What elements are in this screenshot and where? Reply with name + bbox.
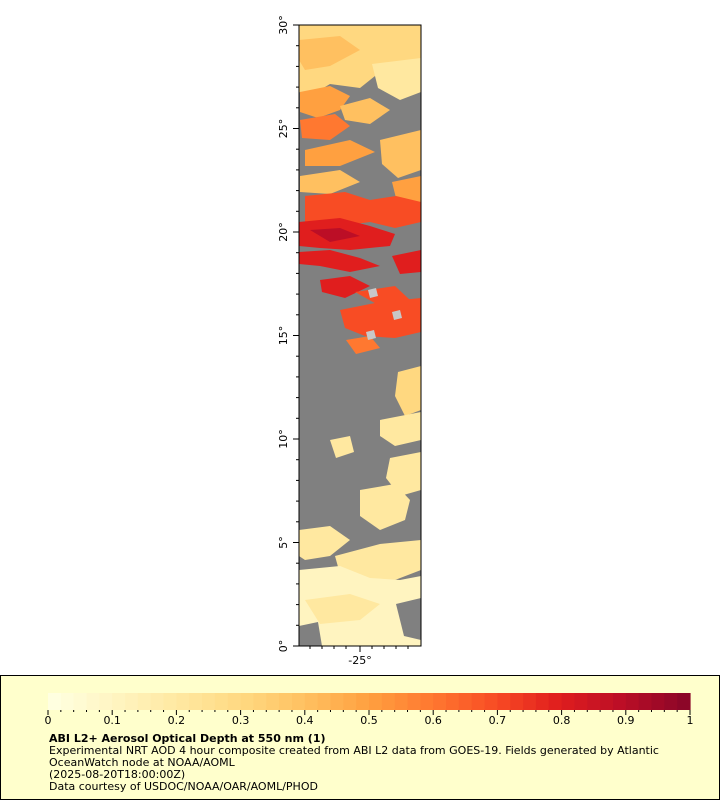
longitude-axis: -25° bbox=[309, 646, 409, 667]
colorbar-tick-label: 0.7 bbox=[489, 714, 507, 727]
colorbar-segment bbox=[497, 693, 511, 710]
colorbar-segment bbox=[600, 693, 614, 710]
colorbar-segment bbox=[407, 693, 421, 710]
legend-credit: Data courtesy of USDOC/NOAA/OAR/AOML/PHO… bbox=[49, 780, 318, 793]
colorbar-segment bbox=[458, 693, 473, 710]
legend-timestamp: (2025-08-20T18:00:00Z) bbox=[49, 768, 186, 781]
colorbar-segment bbox=[125, 693, 139, 710]
colorbar-segment bbox=[112, 693, 126, 710]
colorbar-segment bbox=[343, 693, 357, 710]
colorbar-segment bbox=[356, 693, 370, 710]
colorbar-segment bbox=[99, 693, 113, 710]
aod-field bbox=[299, 25, 421, 646]
colorbar-segment bbox=[420, 693, 434, 710]
colorbar-segment bbox=[279, 693, 293, 710]
colorbar-segment bbox=[587, 693, 601, 710]
colorbar-tick-label: 0.6 bbox=[424, 714, 442, 727]
colorbar-tick-label: 0.1 bbox=[103, 714, 121, 727]
legend-panel: 0 0.1 0.2 0.3 0.4 0.5 0.6 0.7 0.8 0.9 1 ABI L2+ Ae… bbox=[0, 675, 720, 800]
aod-map: 0° 5° 10° 15° 20° 25° 30° -25° bbox=[277, 15, 422, 667]
colorbar-segment bbox=[304, 693, 319, 710]
colorbar-tick-label: 0.8 bbox=[553, 714, 571, 727]
colorbar-tick-label: 1 bbox=[687, 714, 694, 727]
colorbar-segment bbox=[86, 693, 100, 710]
colorbar: 0 0.1 0.2 0.3 0.4 0.5 0.6 0.7 0.8 0.9 1 bbox=[45, 693, 694, 727]
legend-description: Experimental NRT AOD 4 hour composite cr… bbox=[49, 744, 659, 769]
lat-tick-label: 30° bbox=[277, 15, 290, 35]
colorbar-tick-label: 0.3 bbox=[232, 714, 250, 727]
colorbar-segment bbox=[394, 693, 409, 710]
colorbar-segment bbox=[638, 693, 653, 710]
lat-tick-label: 20° bbox=[277, 222, 290, 242]
colorbar-segment bbox=[471, 693, 486, 710]
colorbar-segment bbox=[664, 693, 678, 710]
colorbar-segment bbox=[176, 693, 190, 710]
colorbar-segment bbox=[561, 693, 576, 710]
colorbar-segment bbox=[60, 693, 75, 710]
colorbar-segment bbox=[433, 693, 447, 710]
lat-tick-label: 25° bbox=[277, 119, 290, 139]
lat-tick-label: 5° bbox=[277, 536, 290, 549]
colorbar-tick-label: 0.2 bbox=[168, 714, 186, 727]
colorbar-segment bbox=[510, 693, 524, 710]
colorbar-segment bbox=[189, 693, 203, 710]
colorbar-tick-label: 0 bbox=[45, 714, 52, 727]
colorbar-segment bbox=[73, 693, 88, 710]
legend-title: ABI L2+ Aerosol Optical Depth at 550 nm … bbox=[49, 732, 326, 745]
colorbar-segment bbox=[214, 693, 229, 710]
colorbar-segment bbox=[317, 693, 332, 710]
colorbar-segment bbox=[48, 693, 62, 710]
colorbar-segment bbox=[227, 693, 242, 710]
colorbar-segment bbox=[574, 693, 588, 710]
colorbar-segment bbox=[484, 693, 498, 710]
colorbar-tick-label: 0.5 bbox=[360, 714, 378, 727]
colorbar-segment bbox=[163, 693, 177, 710]
colorbar-segment bbox=[381, 693, 396, 710]
lat-tick-label: 15° bbox=[277, 326, 290, 346]
colorbar-segment bbox=[150, 693, 165, 710]
colorbar-segment bbox=[253, 693, 267, 710]
colorbar-segment bbox=[677, 693, 691, 710]
colorbar-segment bbox=[612, 693, 627, 710]
colorbar-tick-label: 0.4 bbox=[296, 714, 314, 727]
colorbar-segment bbox=[625, 693, 640, 710]
colorbar-segment bbox=[369, 693, 383, 710]
colorbar-segment bbox=[651, 693, 665, 710]
colorbar-segment bbox=[266, 693, 280, 710]
colorbar-segment bbox=[535, 693, 550, 710]
lon-tick-label: -25° bbox=[348, 654, 371, 667]
colorbar-tick-label: 0.9 bbox=[617, 714, 635, 727]
lat-tick-label: 0° bbox=[277, 640, 290, 653]
colorbar-segment bbox=[291, 693, 306, 710]
colorbar-segment bbox=[330, 693, 344, 710]
lat-tick-label: 10° bbox=[277, 429, 290, 449]
colorbar-segment bbox=[548, 693, 563, 710]
colorbar-segment bbox=[240, 693, 255, 710]
colorbar-segment bbox=[202, 693, 216, 710]
colorbar-segment bbox=[137, 693, 152, 710]
colorbar-segment bbox=[523, 693, 537, 710]
colorbar-segment bbox=[446, 693, 460, 710]
latitude-axis: 0° 5° 10° 15° 20° 25° 30° bbox=[277, 15, 299, 652]
